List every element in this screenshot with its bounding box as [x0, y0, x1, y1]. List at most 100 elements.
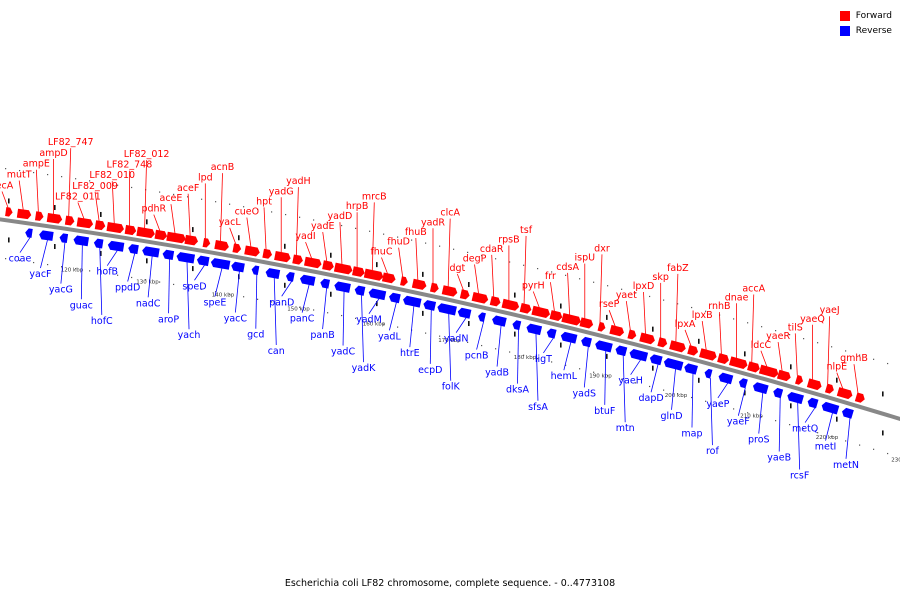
gene-label: gcd [247, 330, 264, 341]
gene-yadL: yadL [378, 292, 401, 342]
scale-dot [677, 393, 679, 395]
gene-arrow-forward [303, 256, 322, 269]
gene-tilS: tilS [788, 322, 803, 385]
scale-dot [677, 303, 679, 305]
gene-leader-line [684, 329, 692, 347]
gene-label: gmhB [840, 353, 868, 364]
gene-dapD: dapD [638, 354, 664, 404]
scale-dot [383, 323, 385, 325]
gene-frr: frr [545, 271, 563, 322]
gene-label: dksA [506, 385, 529, 396]
scale-dot [747, 322, 749, 324]
gene-arrow-forward [824, 383, 834, 394]
scale-dot [523, 354, 525, 356]
gene-nadC: nadC [136, 246, 161, 309]
gene-arrow-forward [5, 207, 13, 217]
gene-tsf: tsf [519, 225, 533, 314]
gene-label: fhuB [405, 227, 427, 238]
gene-arrow-reverse [334, 281, 351, 293]
scale-mark [652, 326, 654, 332]
gene-fhuC: fhuC [370, 247, 396, 284]
scale-mark [8, 198, 10, 204]
gene-arrow-reverse [368, 288, 387, 301]
scale-dot [215, 291, 217, 293]
gene-leader-line [220, 173, 223, 242]
gene-arrow-forward [699, 348, 717, 361]
scale-dot [621, 288, 623, 290]
gene-label: hemL [551, 371, 578, 382]
gene-label: yach [178, 330, 201, 341]
scale-dot [411, 239, 413, 241]
legend: Forward Reverse [839, 8, 892, 38]
scale-dot [747, 412, 749, 414]
gene-arrow-forward [657, 337, 668, 348]
scale-mark [744, 351, 746, 357]
scale-dot [75, 178, 77, 180]
scale-dot [691, 306, 693, 309]
gene-LF82_012: LF82_012 [124, 149, 170, 239]
scale-mark [8, 237, 10, 243]
gene-leader-line [144, 160, 148, 229]
gene-coae: coae [9, 228, 33, 265]
scale-mark [192, 266, 194, 272]
gene-leader-line [797, 402, 801, 470]
gene-label: LF82_012 [124, 149, 170, 160]
scale-dot [131, 276, 133, 279]
gene-label: yaeR [766, 331, 790, 342]
scale-mark [514, 331, 516, 337]
scale-dot [439, 335, 441, 337]
scale-dot [453, 248, 455, 250]
gene-arrow-forward [639, 332, 655, 345]
gene-label: yaet [616, 290, 637, 301]
gene-leader-line [447, 218, 451, 287]
scale-mark [284, 282, 286, 288]
gene-arrow-reverse [615, 345, 628, 357]
legend-swatch-reverse [839, 25, 850, 36]
gene-arrow-forward [76, 217, 94, 229]
gene-hofB: hofB [96, 240, 125, 278]
gene-label: fhuC [370, 247, 392, 258]
gene-leader-line [322, 288, 327, 330]
gene-label: hofC [91, 316, 113, 327]
scale-dot [453, 338, 455, 340]
gene-label: yaeH [618, 376, 642, 387]
gene-label: folK [442, 382, 461, 393]
scale-mark [330, 291, 332, 297]
scale-dot [131, 186, 133, 189]
scale-mark [744, 390, 746, 396]
gene-btuF: btuF [594, 340, 615, 417]
scale-dot [565, 274, 567, 276]
gene-arrow-reverse [354, 285, 366, 296]
scale-mark [422, 271, 424, 277]
gene-label: ppdD [115, 282, 140, 293]
scale-dot [145, 279, 147, 281]
gene-leader-line [448, 313, 452, 381]
gene-arrow-forward [758, 364, 779, 378]
axis-tick-label: 220 kbp [816, 435, 839, 441]
scale-dot [537, 358, 539, 360]
gene-cdaR: cdaR [480, 244, 504, 307]
scale-mark [54, 205, 56, 211]
gene-skp: skp [652, 272, 669, 348]
gene-leader-line [523, 235, 527, 304]
scale-mark [100, 211, 102, 217]
scale-dot [61, 176, 63, 178]
scale-dot [593, 281, 595, 283]
gene-metQ: metQ [792, 397, 819, 435]
gene-yadG: yadG [269, 186, 294, 263]
gene-can: can [265, 268, 285, 357]
gene-arrow-reverse [196, 255, 210, 267]
scale-dot [845, 350, 847, 352]
scale-dot [341, 314, 343, 317]
scale-dot [761, 416, 763, 418]
scale-dot [551, 361, 553, 363]
scale-dot [859, 354, 861, 356]
scale-dot [271, 301, 273, 303]
gene-leader-line [517, 329, 519, 384]
scale-mark [882, 430, 884, 436]
scale-dot [285, 213, 287, 216]
gene-yaeF: yaeF [727, 378, 750, 428]
gene-acnB: acnB [211, 162, 234, 251]
scale-dot [5, 168, 7, 170]
gene-label: guac [70, 300, 93, 311]
